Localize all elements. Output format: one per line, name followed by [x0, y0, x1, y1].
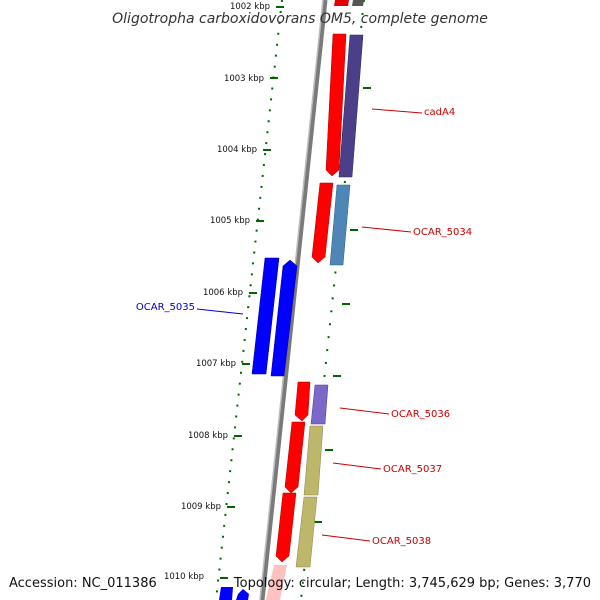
- scale-label-1007: 1007 kbp: [196, 359, 236, 369]
- feature-block-ocar-5036: [310, 384, 329, 425]
- genome-stats-text: Topology: circular; Length: 3,745,629 bp…: [233, 576, 591, 591]
- gene-label-ocar-5037[interactable]: OCAR_5037: [383, 464, 442, 475]
- label-leaders: [196, 108, 423, 542]
- gc-content-track: [215, 0, 283, 600]
- leader-ocar-5034: [361, 226, 412, 233]
- leader-ocar-5038: [321, 534, 371, 542]
- leader-cada4: [371, 108, 423, 114]
- gene-labels: cadA4 OCAR_5034 OCAR_5035 OCAR_5036 OCAR…: [136, 107, 472, 547]
- scale-label-1003: 1003 kbp: [224, 74, 264, 84]
- cds-block-ocar-5035-a[interactable]: [251, 257, 280, 375]
- leader-ocar-5036: [339, 407, 390, 415]
- cds-arrow-ocar-5035-b[interactable]: [270, 259, 298, 377]
- cds-arrow-cada4[interactable]: [325, 33, 347, 177]
- gene-label-ocar-5035[interactable]: OCAR_5035: [136, 302, 195, 313]
- cds-arrow-ocar-5038[interactable]: [275, 492, 297, 563]
- gc-skew-markers: [314, 87, 371, 523]
- cds-arrow-ocar-5037[interactable]: [284, 421, 306, 494]
- scale-label-1005: 1005 kbp: [210, 216, 250, 226]
- cds-block-partial: [219, 587, 233, 600]
- accession-text: Accession: NC_011386: [9, 576, 157, 591]
- gene-label-ocar-5036[interactable]: OCAR_5036: [391, 409, 450, 420]
- gene-label-ocar-5038[interactable]: OCAR_5038: [372, 536, 431, 547]
- leader-ocar-5037: [332, 462, 382, 470]
- gene-label-ocar-5034[interactable]: OCAR_5034: [413, 227, 472, 238]
- scale-label-1010: 1010 kbp: [164, 572, 204, 582]
- cds-arrow-ocar-5036[interactable]: [294, 381, 311, 422]
- cds-arrow-ocar-5034[interactable]: [311, 182, 334, 264]
- genome-backbone: [259, 0, 328, 600]
- cds-arrow-partial: [266, 565, 287, 600]
- cds-arrow: [334, 0, 349, 6]
- scale-ticks: 1002 kbp 1003 kbp 1004 kbp 1005 kbp 1006…: [164, 2, 284, 582]
- scale-label-1004: 1004 kbp: [217, 145, 257, 155]
- reverse-cds-track: [219, 257, 298, 600]
- gene-label-cada4[interactable]: cadA4: [424, 107, 455, 118]
- leader-ocar-5035: [196, 308, 244, 315]
- feature-block-ocar-5034: [329, 184, 351, 266]
- feature-track: [295, 0, 364, 568]
- feature-block-ocar-5038: [295, 496, 318, 568]
- feature-block: [352, 0, 364, 6]
- scale-label-1008: 1008 kbp: [188, 431, 228, 441]
- map-title: Oligotropha carboxidovorans OM5, complet…: [112, 11, 488, 27]
- cds-arrow-partial: [236, 589, 249, 600]
- scale-label-1009: 1009 kbp: [181, 502, 221, 512]
- feature-block-ocar-5037: [303, 425, 324, 496]
- forward-cds-track: [266, 0, 349, 600]
- scale-label-1006: 1006 kbp: [203, 288, 243, 298]
- feature-block-cada4: [338, 34, 364, 178]
- scale-label-1002: 1002 kbp: [230, 2, 270, 12]
